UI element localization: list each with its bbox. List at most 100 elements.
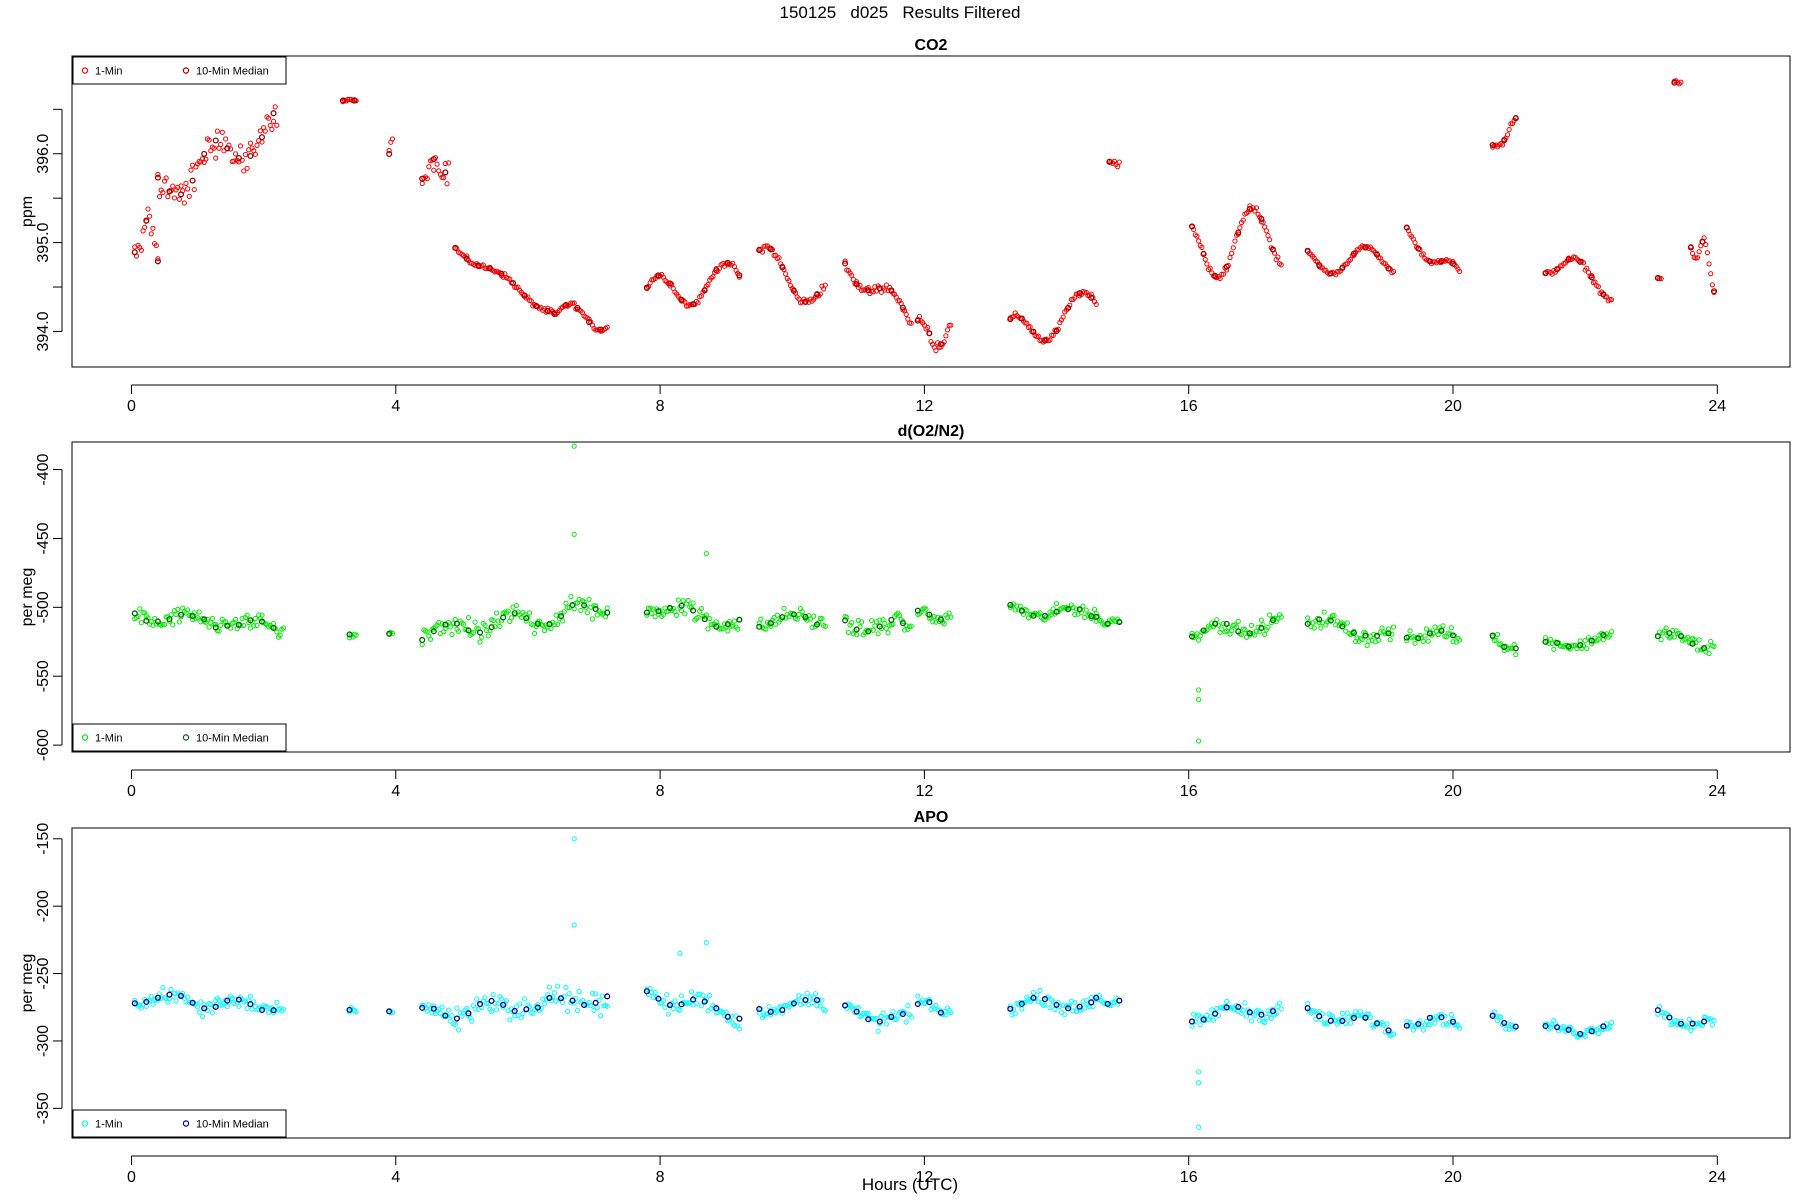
one-min-point bbox=[873, 1015, 880, 1022]
median-point bbox=[876, 623, 883, 630]
one-min-point bbox=[171, 990, 178, 997]
one-min-point bbox=[1197, 1022, 1203, 1028]
one-min-point bbox=[875, 631, 881, 637]
one-min-point bbox=[1255, 624, 1261, 630]
one-min-point bbox=[206, 624, 212, 630]
one-min-point bbox=[1262, 631, 1268, 638]
one-min-point bbox=[203, 156, 209, 162]
one-min-point bbox=[799, 609, 805, 615]
median-point bbox=[1542, 1022, 1549, 1030]
median-point bbox=[701, 287, 708, 294]
one-min-point bbox=[1599, 630, 1605, 636]
median-point bbox=[1426, 1014, 1433, 1021]
median-point bbox=[465, 1010, 472, 1017]
one-min-point bbox=[1708, 271, 1714, 277]
median-point bbox=[551, 310, 558, 318]
one-min-point bbox=[1435, 632, 1441, 638]
median-point bbox=[1093, 994, 1100, 1001]
one-min-point bbox=[1019, 1006, 1025, 1012]
median-point bbox=[1212, 272, 1219, 279]
one-min-point bbox=[493, 610, 500, 616]
one-min-point bbox=[1711, 1017, 1717, 1023]
median-point bbox=[1403, 634, 1410, 641]
x-axis: 0 4 8 12 16 20 24 bbox=[127, 1155, 1726, 1186]
median-point bbox=[1316, 616, 1323, 623]
median-point bbox=[1235, 229, 1242, 236]
median-point bbox=[1327, 1017, 1334, 1024]
one-min-point bbox=[670, 1005, 676, 1012]
one-min-point bbox=[1192, 1018, 1198, 1025]
one-min-point bbox=[1503, 1026, 1509, 1032]
one-min-point bbox=[1708, 638, 1714, 645]
one-min-point bbox=[882, 287, 888, 293]
one-min-point bbox=[865, 285, 871, 291]
one-min-point bbox=[269, 126, 275, 132]
median-point bbox=[498, 270, 505, 277]
one-min-point bbox=[1582, 638, 1588, 644]
one-min-point bbox=[883, 282, 889, 288]
legend-item-1min: 1-Min bbox=[95, 1119, 123, 1131]
median-point bbox=[430, 156, 437, 163]
one-min-point bbox=[488, 1008, 495, 1014]
one-min-point bbox=[155, 171, 161, 178]
median-point bbox=[511, 1007, 518, 1015]
plot-frame bbox=[71, 827, 1791, 1139]
one-min-point bbox=[555, 983, 561, 989]
one-min-point bbox=[1501, 647, 1507, 654]
one-min-point bbox=[1498, 1014, 1504, 1020]
one-min-point bbox=[1235, 618, 1241, 624]
median-point bbox=[666, 1001, 674, 1009]
one-min-point bbox=[1344, 1010, 1350, 1016]
one-min-point bbox=[731, 618, 738, 624]
median-point bbox=[1489, 1012, 1496, 1019]
median-point bbox=[500, 614, 507, 621]
one-min-point bbox=[460, 621, 467, 627]
one-min-point bbox=[948, 614, 954, 620]
one-min-point bbox=[1196, 1080, 1202, 1086]
median-point bbox=[510, 279, 517, 287]
one-min-point bbox=[1694, 255, 1701, 261]
median-point bbox=[779, 614, 786, 621]
one-min-point bbox=[1204, 261, 1210, 267]
one-min-point bbox=[272, 104, 278, 110]
one-min-point bbox=[685, 597, 691, 604]
one-min-point bbox=[1207, 624, 1213, 630]
one-min-point bbox=[1549, 1021, 1555, 1028]
one-min-point bbox=[923, 606, 929, 612]
x-tick-label: 20 bbox=[1444, 783, 1462, 800]
one-min-point bbox=[1319, 619, 1326, 626]
median-point bbox=[201, 616, 208, 623]
median-point bbox=[562, 302, 569, 309]
one-min-point bbox=[1694, 647, 1701, 653]
one-min-point bbox=[439, 621, 445, 627]
one-min-point bbox=[1493, 1013, 1499, 1020]
median-point bbox=[1489, 141, 1496, 149]
one-min-point bbox=[244, 1005, 250, 1011]
one-min-point bbox=[498, 996, 505, 1002]
median-point bbox=[488, 997, 495, 1004]
median-point bbox=[1600, 631, 1607, 639]
median-point bbox=[1106, 158, 1113, 165]
one-min-point bbox=[1237, 225, 1243, 231]
one-min-point bbox=[710, 273, 716, 280]
one-min-point bbox=[1706, 261, 1712, 267]
median-point bbox=[1588, 637, 1595, 644]
median-point bbox=[1577, 1030, 1584, 1037]
one-min-point bbox=[925, 324, 931, 331]
one-min-point bbox=[598, 1013, 604, 1019]
x-tick-label: 16 bbox=[1180, 398, 1198, 415]
one-min-point bbox=[508, 615, 515, 621]
one-min-point bbox=[1050, 606, 1056, 612]
median-point bbox=[1076, 1003, 1083, 1010]
one-min-point bbox=[1240, 217, 1246, 223]
one-min-point bbox=[703, 939, 709, 946]
one-min-point bbox=[1582, 1033, 1588, 1039]
median-point bbox=[899, 1010, 906, 1018]
one-min-point bbox=[1693, 1021, 1699, 1027]
median-point bbox=[386, 1008, 393, 1015]
legend-marker bbox=[182, 67, 190, 74]
x-tick-label: 0 bbox=[127, 783, 136, 800]
one-min-point bbox=[728, 1013, 734, 1019]
one-min-point bbox=[931, 613, 937, 620]
one-min-point bbox=[903, 311, 909, 318]
